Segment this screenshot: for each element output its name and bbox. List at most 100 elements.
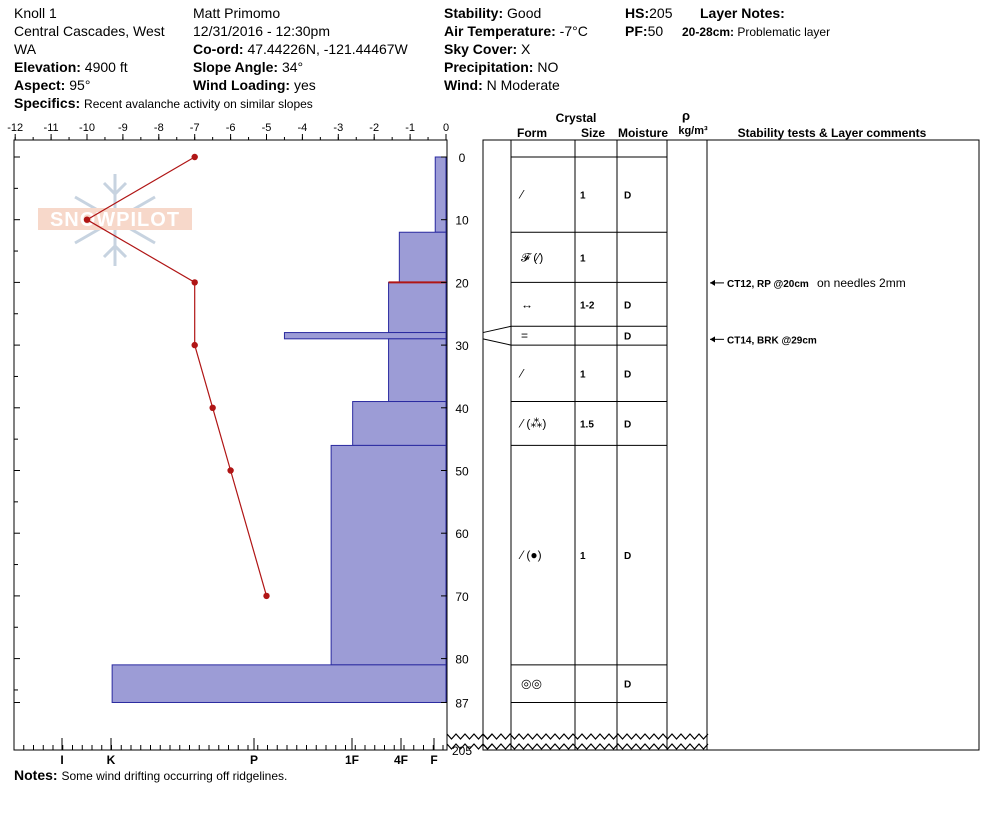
layer-notes-heading: Layer Notes: <box>700 4 785 22</box>
datetime: 12/31/2016 - 12:30pm <box>193 23 330 39</box>
elevation: Elevation: 4900 ft <box>14 58 128 76</box>
notes-value: Some wind drifting occurring off ridgeli… <box>61 769 288 783</box>
temperature-point <box>191 341 198 349</box>
notes-label: Notes: <box>14 767 58 783</box>
wind: Wind: N Moderate <box>444 76 560 94</box>
slope: Slope Angle: 34° <box>193 58 303 76</box>
depth-tick-label: 80 <box>455 653 469 667</box>
coord-label: Co-ord: <box>193 41 244 57</box>
logo-band <box>38 208 192 230</box>
stability-value: Good <box>507 5 542 21</box>
stability-test-comment: on needles 2mm <box>817 276 906 290</box>
temp-tick-label: -11 <box>44 122 59 134</box>
region-line-1: Central Cascades, West <box>14 23 165 39</box>
specifics: Specifics: Recent avalanche activity on … <box>14 94 313 113</box>
depth-tick-label: 60 <box>455 527 469 541</box>
temperature-point <box>191 153 198 161</box>
wind-loading-label: Wind Loading: <box>193 77 291 93</box>
depth-tick-label: 30 <box>455 339 469 353</box>
layer-grain-form: ⁄ (⁂) <box>518 416 546 430</box>
hardness-bar <box>434 156 447 233</box>
layer-note: 20-28cm: Problematic layer <box>682 23 830 41</box>
depth-tick-label: 10 <box>455 214 469 228</box>
header-crystal: Crystal <box>556 111 597 125</box>
hardness-bar <box>283 332 447 340</box>
snowpilot-logo: SNOWPILOT <box>38 174 192 266</box>
observer: Matt Primomo <box>193 5 281 21</box>
temperature-point <box>227 467 234 474</box>
layer-table-frame <box>482 139 980 751</box>
temperature-point <box>263 592 270 600</box>
layer-grain-size: 1 <box>580 191 586 202</box>
temperature-point <box>191 279 198 286</box>
elevation-value: 4900 ft <box>84 59 128 75</box>
layer-note-text: Problematic layer <box>737 25 831 39</box>
slope-label: Slope Angle: <box>193 59 279 75</box>
header-density-unit: kg/m³ <box>678 125 708 137</box>
layer-note-depth: 20-28cm: <box>682 25 735 39</box>
coord: Co-ord: 47.44226N, -121.44467W <box>193 40 408 58</box>
hardness-bar <box>352 401 447 446</box>
aspect: Aspect: 95° <box>14 76 90 94</box>
precipitation: Precipitation: NO <box>444 58 558 76</box>
hardness-bar <box>330 444 447 666</box>
sky-cover-label: Sky Cover: <box>444 41 518 57</box>
pf: PF:50 <box>625 22 663 40</box>
hs-label: HS: <box>625 5 650 21</box>
wind-loading-value: yes <box>293 77 316 93</box>
layer-moisture: D <box>624 191 631 202</box>
depth-break-zigzag <box>482 733 709 740</box>
temp-tick-label: -7 <box>190 122 200 134</box>
hardness-label: P <box>250 753 258 767</box>
hardness-label: K <box>107 753 116 767</box>
logo-text: SNOWPILOT <box>50 209 180 231</box>
layer-grain-form: ⁄ <box>518 366 525 380</box>
layer-notes-label: Layer Notes: <box>700 5 785 21</box>
temp-tick-label: -8 <box>154 122 164 134</box>
depth-tick-label: 50 <box>455 465 469 479</box>
depth-tick-label: 87 <box>455 696 469 710</box>
layer-grain-form: ◎◎ <box>521 677 542 691</box>
temp-tick-label: -4 <box>298 122 308 134</box>
temp-tick-label: 0 <box>443 122 449 134</box>
hardness-label: 1F <box>345 753 359 767</box>
hs-value: 205 <box>649 5 673 21</box>
header-moisture: Moisture <box>618 126 668 140</box>
temp-tick-label: -6 <box>226 122 236 134</box>
temp-tick-label: -10 <box>79 122 95 134</box>
precipitation-label: Precipitation: <box>444 59 534 75</box>
hardness-bar <box>398 231 447 283</box>
temp-tick-label: -5 <box>262 122 272 134</box>
layer-grain-form: ↔ <box>521 297 533 311</box>
layer-grain-form: 𝓕 (⁄) <box>521 250 543 264</box>
temp-tick-label: -9 <box>118 122 128 134</box>
sky-cover-value: X <box>521 41 531 57</box>
specifics-value: Recent avalanche activity on similar slo… <box>84 97 313 111</box>
layer-grain-size: 1 <box>580 253 586 264</box>
depth-tick-label: 0 <box>459 151 466 165</box>
hs: HS:205 <box>625 4 672 22</box>
sky-cover: Sky Cover: X <box>444 40 530 58</box>
stability-label: Stability: <box>444 5 504 21</box>
hardness-label: I <box>60 753 63 767</box>
stability-test-arrowhead <box>710 279 715 286</box>
aspect-label: Aspect: <box>14 77 66 93</box>
stability-test-label: CT12, RP @20cm <box>727 279 809 290</box>
hardness-bar <box>388 281 447 334</box>
header-stability-tests: Stability tests & Layer comments <box>738 126 927 140</box>
aspect-value: 95° <box>69 77 91 93</box>
layer-moisture: D <box>624 300 631 311</box>
layer-moisture: D <box>624 419 631 430</box>
location-name: Knoll 1 <box>14 5 57 21</box>
layer-grain-size: 1.5 <box>580 419 594 430</box>
coord-value: 47.44226N, -121.44467W <box>247 41 408 57</box>
region-line-2: WA <box>14 41 37 57</box>
hardness-label: F <box>430 753 437 767</box>
header-size: Size <box>581 126 605 140</box>
temp-tick-label: -1 <box>405 122 415 134</box>
header-form: Form <box>517 126 547 140</box>
notes: Notes: Some wind drifting occurring off … <box>14 766 287 785</box>
temp-tick-label: -12 <box>7 122 23 134</box>
layer-grain-size: 1-2 <box>580 300 595 311</box>
